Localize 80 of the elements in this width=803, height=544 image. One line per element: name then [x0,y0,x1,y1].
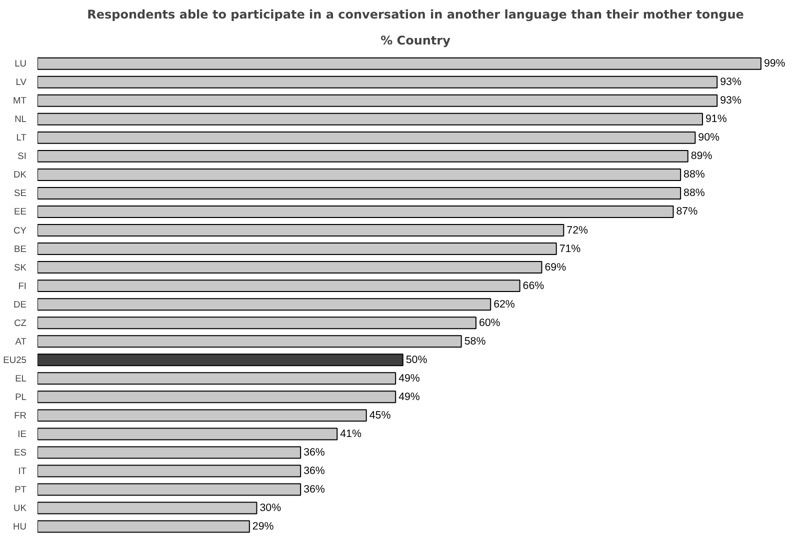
bar [38,94,718,107]
y-tick-label: MT [13,96,27,106]
bar [38,390,396,404]
bar [38,224,564,237]
data-label: 49% [398,372,420,384]
bar [38,280,520,292]
data-label: 93% [720,94,742,107]
bar [38,335,462,348]
y-tick-label: CY [14,225,28,236]
y-tick-label: PL [15,392,27,402]
bar [38,76,718,88]
bar [38,464,302,478]
bar [38,409,367,422]
bar [38,150,688,162]
data-label: 29% [252,520,274,533]
bar [38,483,302,496]
data-label: 50% [406,354,428,366]
y-tick-label: SK [14,262,28,272]
bar [38,502,258,514]
bar [38,57,762,70]
y-tick-label: DE [14,299,27,310]
y-tick-label: PT [14,484,27,495]
y-tick-label: IT [18,466,27,476]
y-tick-label: UK [14,503,28,514]
data-label: 36% [304,446,326,458]
y-tick-label: IE [18,428,27,439]
y-tick-label: AT [15,336,27,346]
bar [38,206,674,218]
data-label: 88% [684,187,706,200]
bar [38,520,250,533]
y-tick-label: CZ [14,318,27,328]
data-label: 91% [705,113,728,126]
bar [38,354,404,366]
y-tick-label: NL [14,114,27,124]
y-tick-label: EL [15,373,27,384]
data-label: 49% [398,390,420,403]
data-label: 71% [559,242,582,255]
data-label: 62% [494,298,516,310]
y-tick-label: FI [18,280,27,291]
y-tick-label: EU25 [3,354,27,365]
data-label: 41% [340,428,362,440]
data-label: 87% [676,206,698,218]
bar [38,372,396,385]
bar [38,428,338,440]
data-label: 60% [478,316,501,329]
chart-title: Respondents able to participate in a conversation in another language than their mother tongue [87,8,744,22]
data-label: 89% [690,150,713,162]
y-tick-label: LU [14,58,27,69]
y-tick-label: BE [14,244,27,254]
data-label: 66% [522,280,545,292]
bar [38,261,542,274]
y-tick-label: LV [16,77,28,88]
bar [38,112,703,126]
bar [38,242,557,256]
data-label: 99% [764,58,786,70]
data-label: 69% [544,261,567,274]
bar [38,446,302,459]
y-tick-label: FR [14,410,27,420]
y-tick-label: DK [14,170,28,180]
chart-subtitle: % Country [380,34,451,48]
y-tick-label: HU [13,522,27,532]
bar [38,168,682,181]
data-label: 72% [566,224,588,236]
y-tick-label: SI [18,151,27,162]
data-label: 93% [720,76,742,88]
data-label: 30% [260,502,282,514]
bar [38,131,696,144]
data-label: 45% [369,409,392,422]
data-label: 58% [464,335,486,348]
bar [38,316,476,330]
data-label: 36% [304,464,326,477]
data-label: 90% [698,132,720,144]
data-label: 36% [304,484,326,496]
y-tick-label: SE [14,188,27,198]
y-tick-label: ES [14,447,27,458]
y-tick-label: LT [16,132,27,143]
y-tick-label: EE [14,206,27,217]
bar [38,298,492,311]
bar [38,186,682,200]
data-label: 88% [684,168,706,181]
